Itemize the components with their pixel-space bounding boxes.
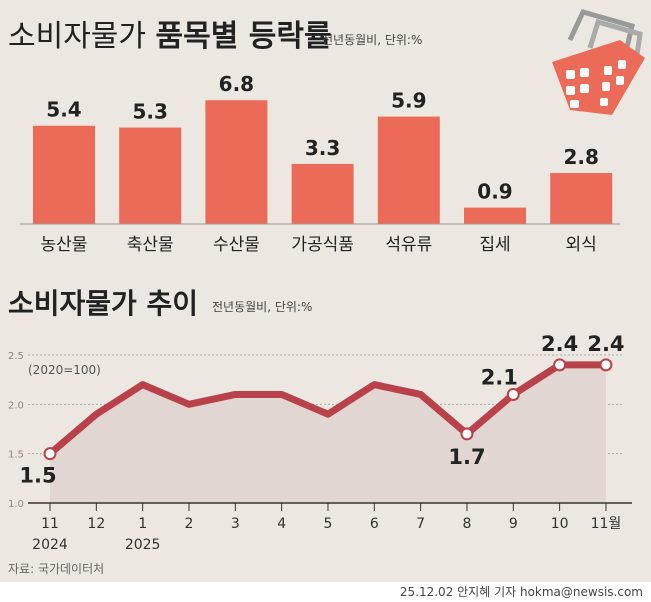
bar	[464, 207, 526, 224]
area-fill	[50, 364, 606, 503]
bar-category-label: 석유류	[385, 235, 432, 255]
bar	[550, 173, 613, 224]
point-value-label: 2.4	[587, 332, 624, 356]
source-text: 자료: 국가데이터처	[8, 562, 104, 576]
bar-value-label: 0.9	[477, 180, 512, 204]
line-chart-title: 소비자물가 추이	[8, 287, 198, 320]
y-tick-label: 1.5	[8, 450, 24, 461]
x-tick-label: 11	[41, 516, 59, 532]
y-tick-label: 2.5	[8, 351, 24, 362]
bar-category-label: 가공식품	[291, 235, 354, 255]
bar-category-label: 집세	[479, 235, 510, 255]
bar	[377, 116, 440, 224]
x-tick-label: 12	[87, 516, 105, 532]
bar-category-label: 외식	[566, 235, 597, 255]
bar-category-label: 수산물	[213, 235, 260, 255]
bar-category-label: 축산물	[127, 235, 174, 255]
bar	[33, 125, 95, 224]
x-tick-label: 5	[324, 516, 333, 532]
bar-value-label: 2.8	[563, 145, 598, 169]
year-label: 2025	[125, 537, 161, 553]
x-tick-label: 8	[463, 516, 472, 532]
bar-value-label: 5.4	[46, 98, 81, 122]
data-point	[460, 427, 474, 441]
x-tick-label: 7	[416, 516, 425, 532]
point-value-label: 2.4	[541, 332, 578, 356]
x-tick-label: 11월	[591, 516, 622, 532]
year-label: 2024	[32, 537, 68, 553]
data-point	[43, 447, 57, 461]
x-tick-label: 10	[551, 516, 569, 532]
data-point	[506, 387, 520, 401]
data-point	[599, 358, 613, 372]
bar-value-label: 5.3	[132, 100, 167, 124]
bar-value-label: 3.3	[305, 136, 340, 160]
point-value-label: 2.1	[481, 365, 518, 389]
shopping-basket-icon	[552, 9, 645, 115]
point-value-label: 1.7	[448, 445, 485, 469]
footer	[0, 582, 651, 602]
base-year-note: (2020=100)	[28, 363, 101, 377]
x-tick-label: 9	[509, 516, 518, 532]
bar-value-label: 6.8	[219, 72, 254, 96]
y-tick-label: 2.0	[8, 400, 24, 411]
bar-chart-title: 소비자물가 품목별 등락률	[8, 19, 332, 54]
line-chart-subtitle: 전년동월비, 단위:%	[212, 300, 312, 314]
bar-category-label: 농산물	[41, 235, 88, 255]
bar	[291, 163, 354, 224]
y-tick-label: 1.0	[8, 499, 24, 510]
bar-chart-subtitle: 전년동월비, 단위:%	[322, 33, 422, 47]
bar-value-label: 5.9	[391, 89, 426, 113]
x-tick-label: 1	[138, 516, 147, 532]
data-point	[553, 358, 567, 372]
x-tick-label: 4	[277, 516, 286, 532]
x-tick-label: 3	[231, 516, 240, 532]
bar	[205, 100, 268, 224]
credit-text: 25.12.02 안지혜 기자 hokma@newsis.com	[400, 585, 643, 599]
x-tick-label: 2	[185, 516, 194, 532]
bar	[119, 127, 182, 224]
x-tick-label: 6	[370, 516, 379, 532]
point-value-label: 1.5	[19, 464, 56, 488]
